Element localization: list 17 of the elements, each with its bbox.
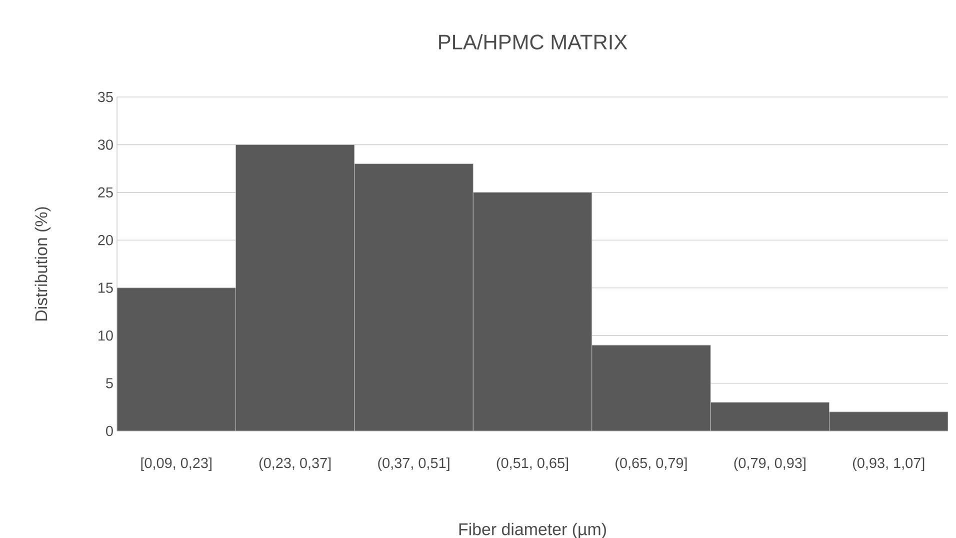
x-tick-label: (0,93, 1,07] — [853, 458, 924, 471]
y-tick-label: 10 — [98, 330, 113, 341]
x-tick-label: (0,37, 0,51] — [378, 458, 450, 471]
x-tick-label: [0,09, 0,23] — [141, 458, 212, 471]
y-tick-label: 5 — [106, 378, 113, 388]
y-tick-label: 30 — [98, 140, 113, 150]
chart-title: PLA/HPMC MATRIX — [439, 34, 628, 50]
x-tick-label: (0,65, 0,79] — [616, 458, 687, 471]
y-axis-title: Distribution (%) — [34, 207, 51, 320]
x-tick-label: (0,51, 0,65] — [496, 458, 568, 471]
y-tick-label: 35 — [98, 92, 113, 102]
y-tick-label: 25 — [98, 187, 113, 198]
x-tick-label: (0,23, 0,37] — [259, 458, 331, 471]
x-tick-label: (0,79, 0,93] — [734, 458, 806, 471]
y-tick-label: 15 — [98, 282, 113, 293]
y-tick-label: 20 — [98, 235, 113, 246]
y-tick-label: 0 — [106, 426, 113, 436]
